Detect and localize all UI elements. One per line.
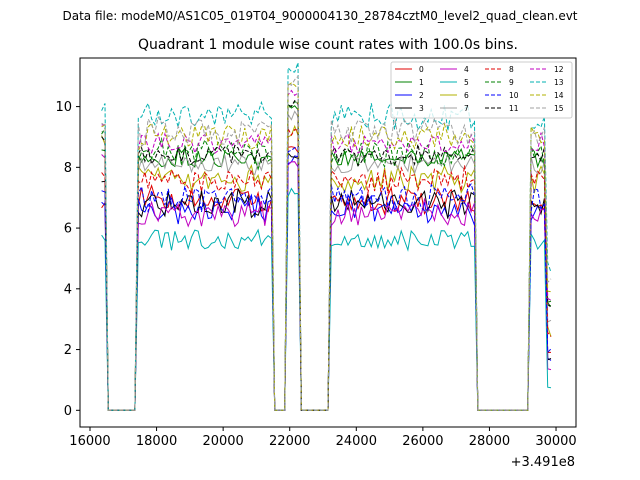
legend-label-13: 13 — [554, 78, 564, 87]
chart-suptitle: Data file: modeM0/AS1C05_019T04_90000041… — [62, 9, 577, 23]
x-tick-label-24000: 24000 — [336, 434, 377, 449]
y-tick-label-10: 10 — [55, 100, 72, 115]
legend-box — [390, 61, 573, 119]
legend-label-11: 11 — [509, 104, 519, 113]
legend-label-10: 10 — [509, 91, 519, 100]
x-tick-label-16000: 16000 — [69, 434, 110, 449]
legend-label-4: 4 — [464, 65, 469, 74]
legend-label-12: 12 — [554, 65, 564, 74]
y-tick-label-6: 6 — [64, 222, 72, 237]
legend-label-15: 15 — [554, 104, 564, 113]
legend-label-9: 9 — [509, 78, 514, 87]
chart-title: Quadrant 1 module wise count rates with … — [138, 37, 518, 53]
legend-label-3: 3 — [419, 104, 424, 113]
legend-label-8: 8 — [509, 65, 514, 74]
x-axis-offset-label: +3.491e8 — [511, 455, 575, 470]
legend-label-6: 6 — [464, 91, 469, 100]
series-line-15 — [101, 75, 552, 411]
legend-label-1: 1 — [419, 78, 424, 87]
plot-frame — [79, 57, 577, 428]
legend-label-2: 2 — [419, 91, 424, 100]
legend-label-7: 7 — [464, 104, 469, 113]
x-tick-label-30000: 30000 — [535, 434, 576, 449]
plot-area: 16000 18000 20000 22000 24000 26000 28000 30000… — [55, 57, 577, 449]
x-tick-label-20000: 20000 — [202, 434, 243, 449]
legend-label-14: 14 — [554, 91, 564, 100]
x-tick-label-22000: 22000 — [269, 434, 310, 449]
x-tick-label-28000: 28000 — [469, 434, 510, 449]
y-tick-label-8: 8 — [64, 161, 72, 176]
x-tick-label-26000: 26000 — [402, 434, 443, 449]
y-tick-label-4: 4 — [64, 282, 72, 297]
y-tick-label-0: 0 — [64, 404, 72, 419]
legend-label-0: 0 — [419, 65, 424, 74]
legend-label-5: 5 — [464, 78, 469, 87]
y-tick-label-2: 2 — [64, 343, 72, 358]
x-tick-label-18000: 18000 — [136, 434, 177, 449]
